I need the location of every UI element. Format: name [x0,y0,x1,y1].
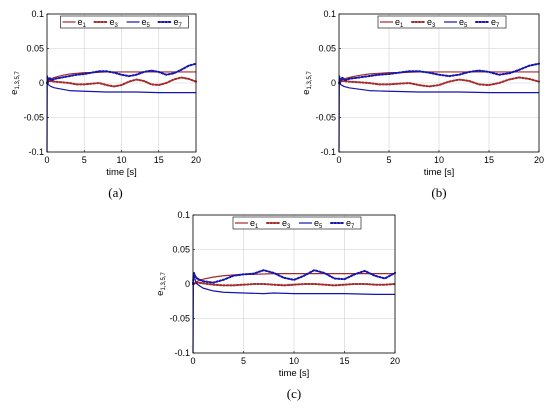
y-axis-label: e1,3,5,7 [301,71,313,95]
x-tick-label: 5 [386,155,391,165]
y-tick-label: -0.05 [315,113,336,123]
x-tick-label: 15 [154,155,164,165]
y-tick-label: 0 [39,78,44,88]
y-tick-label: -0.05 [169,314,190,324]
legend-label-e1: e1 [78,17,87,29]
x-tick-label: 10 [116,155,126,165]
y-axis-label: e1,3,5,7 [9,71,21,95]
legend-label-e3: e3 [110,17,119,29]
series-e3-line [46,76,197,88]
legend-label-e5: e5 [459,17,468,29]
x-tick-label: 10 [289,356,299,366]
y-tick-label: 0.05 [172,245,190,255]
y-tick-label: 0 [331,78,336,88]
y-tick-label: 0.05 [318,44,336,54]
legend-label-e5: e5 [314,218,323,230]
legend-label-e7: e7 [174,17,183,29]
x-tick-label: 20 [191,155,201,165]
series-e3-line [338,76,540,88]
legend-label-e7: e7 [491,17,500,29]
legend-label-e3: e3 [282,218,291,230]
x-axis-label: time [s] [106,167,137,178]
series-e7-line [46,62,197,84]
y-tick-label: -0.1 [320,147,336,157]
y-tick-label: 0 [185,279,190,289]
y-tick-label: -0.1 [28,147,44,157]
panel-caption: (b) [431,185,446,200]
x-tick-label: 20 [390,356,400,366]
x-tick-label: 5 [241,356,246,366]
series-e7-line [192,269,396,285]
x-tick-label: 15 [484,155,494,165]
y-tick-label: 0.1 [323,9,336,19]
series-e3-line [192,281,396,287]
legend: e1 e3 e5 e7 [232,216,362,230]
panel-a: 0 5 10 15 20 -0.1 -0.05 0 0.05 0.1 time [s] e1,3,5,… [9,9,201,200]
y-tick-label: 0.1 [31,9,44,19]
legend: e1 e3 e5 e7 [60,15,189,29]
legend-label-e1: e1 [395,17,404,29]
legend-box [377,15,507,29]
x-tick-label: 10 [434,155,444,165]
legend: e1 e3 e5 e7 [377,15,507,29]
panel-caption: (a) [108,185,122,200]
legend-label-e1: e1 [250,218,259,230]
legend-label-e7: e7 [346,218,355,230]
x-tick-label: 0 [336,155,341,165]
panel-b: 0 5 10 15 20 -0.1 -0.05 0 0.05 0.1 time [s] e1,3,5,… [301,9,544,200]
x-axis-label: time [s] [424,167,455,178]
x-axis-label: time [s] [279,368,310,379]
legend-label-e5: e5 [142,17,151,29]
x-tick-label: 0 [44,155,49,165]
series-e7-line [338,62,540,84]
x-tick-label: 0 [190,356,195,366]
y-tick-label: 0.05 [26,44,44,54]
panel-caption: (c) [287,386,301,401]
x-tick-label: 20 [534,155,544,165]
legend-label-e3: e3 [427,17,436,29]
legend-box [60,15,189,29]
x-tick-label: 5 [82,155,87,165]
y-tick-label: -0.05 [23,113,44,123]
x-tick-label: 15 [339,356,349,366]
panel-c: 0 5 10 15 20 -0.1 -0.05 0 0.05 0.1 time [s] e1,3,5,… [155,210,400,401]
y-tick-label: -0.1 [174,348,190,358]
legend-box [232,216,362,230]
y-axis-label: e1,3,5,7 [155,272,167,296]
y-tick-label: 0.1 [177,210,190,220]
